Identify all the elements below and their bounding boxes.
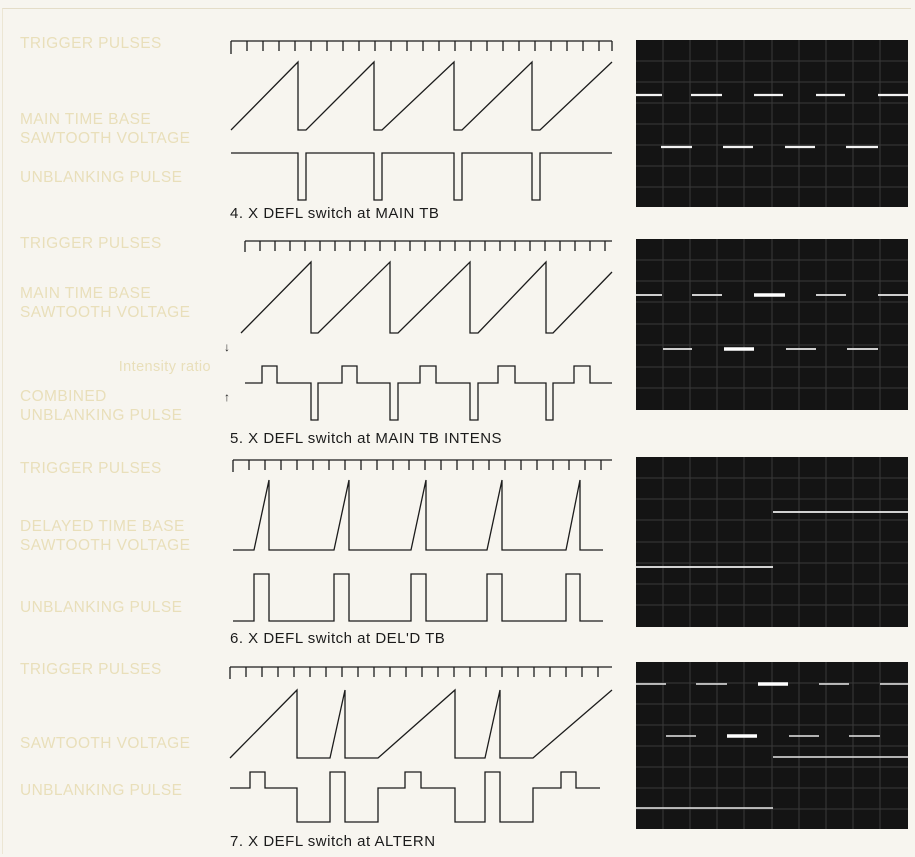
delayed-sawtooth-wave — [233, 479, 603, 551]
label-combined-2: UNBLANKING PULSE — [20, 407, 183, 424]
label-intensity-ratio: Intensity ratio — [118, 359, 211, 375]
waveform-diagram-7 — [229, 666, 613, 823]
label-combined-1: COMBINED — [20, 388, 107, 405]
waveform-diagram-6 — [232, 459, 612, 622]
alternate-sawtooth-wave — [229, 688, 613, 759]
trigger-pulse-train — [230, 40, 613, 54]
oscilloscope-screen-5 — [636, 239, 908, 410]
trigger-pulse-train — [244, 240, 612, 252]
label-sawtooth-1: MAIN TIME BASE — [20, 111, 152, 128]
label-trigger-pulses: TRIGGER PULSES — [20, 35, 162, 52]
panel-deld-tb: TRIGGER PULSES DELAYED TIME BASE SAWTOOT… — [20, 457, 908, 647]
label-unblanking-pulse: UNBLANKING PULSE — [20, 599, 183, 616]
scope-graticule-5 — [636, 239, 908, 410]
scope-graticule-6 — [636, 457, 908, 627]
caption-4: 4. X DEFL switch at MAIN TB — [230, 205, 440, 222]
label-sawtooth-2: SAWTOOTH VOLTAGE — [20, 304, 191, 321]
scope-intensified-traces-7 — [727, 682, 788, 738]
scope-intensified-traces-5 — [724, 293, 785, 351]
figure-frame — [2, 8, 911, 854]
unblanking-pulse-wave — [231, 152, 612, 201]
panel-main-tb-intens: TRIGGER PULSES MAIN TIME BASE SAWTOOTH V… — [20, 235, 908, 447]
label-sawtooth-1: MAIN TIME BASE — [20, 285, 152, 302]
caption-6: 6. X DEFL switch at DEL'D TB — [230, 630, 446, 647]
label-sawtooth-1: DELAYED TIME BASE — [20, 518, 185, 535]
oscilloscope-screen-7 — [636, 662, 908, 829]
caption-5: 5. X DEFL switch at MAIN TB INTENS — [230, 430, 503, 447]
scope-graticule-7 — [636, 662, 908, 829]
scope-graticule-4 — [636, 40, 908, 207]
label-sawtooth-2: SAWTOOTH VOLTAGE — [20, 537, 191, 554]
trigger-pulse-train — [229, 666, 612, 679]
waveform-diagram-5 — [240, 240, 613, 421]
trigger-pulse-train — [232, 459, 612, 472]
label-sawtooth-2: SAWTOOTH VOLTAGE — [20, 130, 191, 147]
panel-main-tb: TRIGGER PULSES MAIN TIME BASE SAWTOOTH V… — [0, 0, 915, 230]
scope-traces-6 — [636, 511, 908, 568]
label-trigger-pulses: TRIGGER PULSES — [20, 460, 162, 477]
scope-traces-4 — [636, 93, 908, 149]
alternate-unblanking-wave — [230, 771, 600, 823]
label-trigger-pulses: TRIGGER PULSES — [20, 235, 162, 252]
label-unblanking-pulse: UNBLANKING PULSE — [20, 782, 183, 799]
oscilloscope-screen-6 — [636, 457, 908, 627]
label-unblanking-pulse: UNBLANKING PULSE — [20, 169, 183, 186]
arrow-down-icon: ↓ — [224, 340, 230, 354]
scope-traces-7 — [636, 683, 908, 809]
combined-unblanking-wave — [245, 365, 612, 421]
main-sawtooth-wave — [240, 260, 613, 334]
unblanking-pulse-wave — [233, 573, 603, 622]
label-sawtooth-voltage: SAWTOOTH VOLTAGE — [20, 735, 191, 752]
main-sawtooth-wave — [230, 60, 613, 131]
oscilloscope-screen-4 — [636, 40, 908, 207]
caption-7: 7. X DEFL switch at ALTERN — [230, 833, 436, 850]
label-trigger-pulses: TRIGGER PULSES — [20, 661, 162, 678]
waveform-diagram-4 — [230, 40, 613, 201]
arrow-up-icon: ↑ — [224, 390, 230, 404]
scope-traces-5 — [636, 294, 908, 350]
